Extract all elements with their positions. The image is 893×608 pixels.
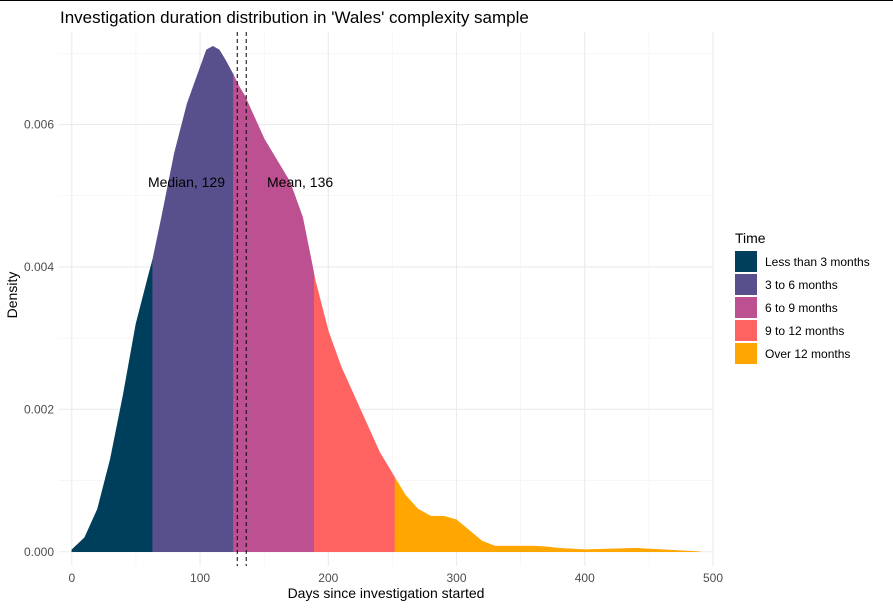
density-areas: [71, 45, 701, 553]
legend-key-6-to-9-months: [735, 297, 757, 318]
area-3-to-6-months: [152, 45, 234, 553]
y-tick-label: 0.000: [24, 545, 54, 559]
legend-title: Time: [735, 230, 766, 246]
area-over-12-months: [394, 476, 701, 553]
legend-item-3-to-6-months: 3 to 6 months: [735, 274, 838, 295]
legend-label-over-12-months: Over 12 months: [765, 347, 850, 361]
x-tick-label: 100: [190, 571, 210, 585]
y-axis-ticks: 0.000 0.002 0.004 0.006: [24, 118, 54, 559]
y-tick-label: 0.002: [24, 402, 54, 416]
legend-item-9-to-12-months: 9 to 12 months: [735, 320, 844, 341]
x-tick-label: 200: [318, 571, 338, 585]
legend-key-3-to-6-months: [735, 274, 757, 295]
y-tick-label: 0.006: [24, 118, 54, 132]
area-6-to-9-months: [233, 74, 315, 553]
chart-title: Investigation duration distribution in '…: [60, 8, 529, 27]
legend-key-less-than-3-months: [735, 251, 757, 272]
y-axis-title: Density: [4, 272, 20, 319]
legend-label-less-than-3-months: Less than 3 months: [765, 255, 870, 269]
x-tick-label: 300: [447, 571, 467, 585]
legend-item-less-than-3-months: Less than 3 months: [735, 251, 870, 272]
top-border: [0, 0, 893, 1]
reference-lines: [236, 32, 247, 566]
mean-label: Mean, 136: [267, 174, 333, 190]
legend-key-9-to-12-months: [735, 320, 757, 341]
x-axis-title: Days since investigation started: [288, 585, 485, 601]
x-tick-label: 500: [703, 571, 723, 585]
legend-item-over-12-months: Over 12 months: [735, 343, 850, 364]
legend-label-3-to-6-months: 3 to 6 months: [765, 278, 838, 292]
legend-label-6-to-9-months: 6 to 9 months: [765, 301, 838, 315]
legend: Time Less than 3 months 3 to 6 months 6 …: [735, 230, 870, 364]
x-tick-label: 400: [575, 571, 595, 585]
x-axis-ticks: 0 100 200 300 400 500: [68, 571, 723, 585]
y-tick-label: 0.004: [24, 260, 54, 274]
area-less-than-3-months: [71, 259, 153, 553]
median-label: Median, 129: [148, 174, 225, 190]
legend-item-6-to-9-months: 6 to 9 months: [735, 297, 838, 318]
x-tick-label: 0: [68, 571, 75, 585]
area-9-to-12-months: [313, 274, 396, 553]
legend-key-over-12-months: [735, 343, 757, 364]
legend-label-9-to-12-months: 9 to 12 months: [765, 324, 844, 338]
